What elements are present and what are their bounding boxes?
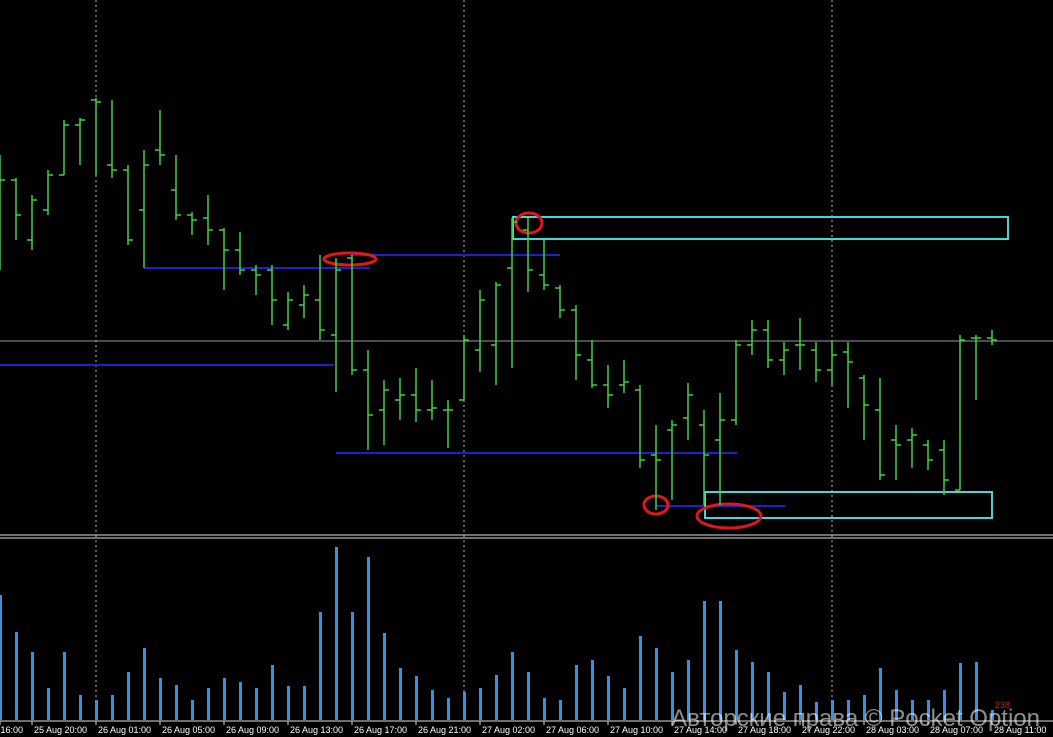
volume-bar [703, 601, 706, 720]
volume-bar [975, 662, 978, 720]
highlight [514, 211, 544, 235]
x-tick-label: 27 Aug 06:00 [546, 725, 599, 735]
volume-bar [287, 686, 290, 720]
zone-box [704, 491, 993, 519]
volume-bar [479, 688, 482, 720]
volume-bar [575, 665, 578, 720]
x-tick-label: 25 Aug 20:00 [34, 725, 87, 735]
volume-bar [751, 662, 754, 720]
x-tick-label: 26 Aug 13:00 [290, 725, 343, 735]
highlight [695, 502, 763, 530]
volume-bar [159, 678, 162, 720]
volume-bar [15, 632, 18, 720]
volume-bar [895, 690, 898, 720]
x-tick-label: 28 Aug 03:00 [866, 725, 919, 735]
volume-bar [687, 660, 690, 720]
volume-bar [623, 688, 626, 720]
volume-bar [223, 678, 226, 720]
volume-annotation: 238 [995, 700, 1010, 710]
x-tick-label: 27 Aug 14:00 [674, 725, 727, 735]
volume-bar [767, 672, 770, 720]
x-tick-label: 27 Aug 10:00 [610, 725, 663, 735]
volume-bar [351, 612, 354, 720]
watermark: Авторские права © Pocket Option [671, 705, 1040, 732]
drawings [0, 211, 1009, 530]
volume-bar [367, 557, 370, 720]
volume-bar [79, 695, 82, 720]
volume-bar [207, 688, 210, 720]
volume-bar [191, 700, 194, 720]
volume-bar [847, 700, 850, 720]
volume-bar [735, 650, 738, 720]
volume-bar [431, 690, 434, 720]
volume-bar [831, 700, 834, 720]
volume-bar [175, 685, 178, 720]
zone-box [512, 216, 1009, 240]
x-tick-label: 27 Aug 22:00 [802, 725, 855, 735]
x-tick-label: 28 Aug 11:00 [994, 725, 1046, 735]
volume-bar [31, 652, 34, 720]
volume-bar [127, 672, 130, 720]
volume-bar [463, 692, 466, 720]
volume-bar [0, 595, 2, 720]
volume-bar [943, 690, 946, 720]
volume-bar [815, 702, 818, 720]
volume-bar [511, 652, 514, 720]
volume-bar [639, 636, 642, 720]
volume-bar [911, 700, 914, 720]
volume-bar [655, 648, 658, 720]
volume-bar [383, 633, 386, 720]
volume-bar [671, 672, 674, 720]
volume-bar [415, 676, 418, 720]
volume-bar [111, 695, 114, 720]
volume-bar [991, 710, 994, 720]
volume-bar [239, 682, 242, 720]
x-tick-label: 26 Aug 09:00 [226, 725, 279, 735]
volume-bar [303, 686, 306, 720]
volume-bar [607, 676, 610, 720]
volume-bar [319, 612, 322, 720]
volume-bar [399, 668, 402, 720]
volume-bar [95, 700, 98, 720]
volume-bar [527, 672, 530, 720]
x-tick-label: 28 Aug 07:00 [930, 725, 983, 735]
volume-bar [927, 700, 930, 720]
volume-bar [591, 660, 594, 720]
volume-bar [879, 668, 882, 720]
volume-bar [719, 601, 722, 720]
volume-bar [47, 688, 50, 720]
volume-bar [271, 665, 274, 720]
x-tick-label: 27 Aug 02:00 [482, 725, 535, 735]
x-tick-label: 27 Aug 18:00 [738, 725, 791, 735]
volume-bar [783, 692, 786, 720]
x-tick-label: 26 Aug 21:00 [418, 725, 471, 735]
volume-bar [799, 685, 802, 720]
x-tick-label: 26 Aug 17:00 [354, 725, 407, 735]
volume-bar [255, 688, 258, 720]
separators [0, 0, 1053, 722]
highlight [322, 251, 378, 267]
x-tick-label: 16:00 [0, 725, 23, 735]
x-tick-label: 26 Aug 05:00 [162, 725, 215, 735]
volume-bar [543, 698, 546, 720]
volume-bar [447, 698, 450, 720]
volume-bar [143, 648, 146, 720]
volume-bar [495, 675, 498, 720]
volume-bar [335, 547, 338, 720]
volume-bar [63, 652, 66, 720]
x-tick-label: 26 Aug 01:00 [98, 725, 151, 735]
volume-bar [863, 695, 866, 720]
volume-bar [959, 663, 962, 720]
volume-bar [559, 700, 562, 720]
